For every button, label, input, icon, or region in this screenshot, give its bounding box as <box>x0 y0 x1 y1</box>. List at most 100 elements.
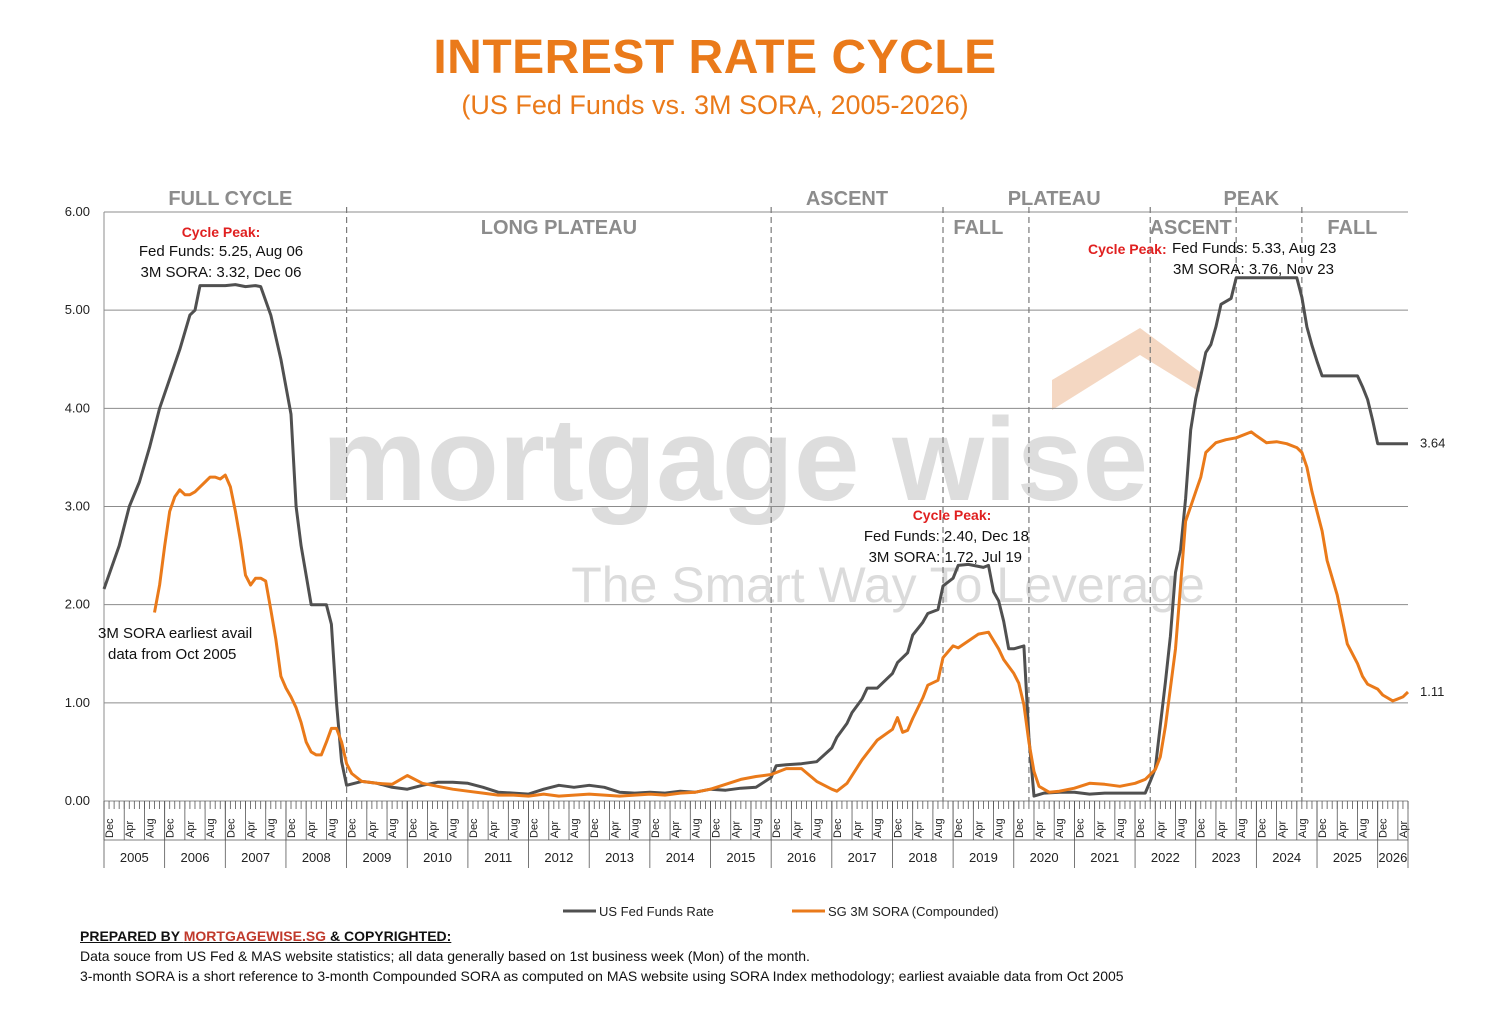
phase-label: PLATEAU <box>1008 188 1101 210</box>
x-month-label: Apr <box>427 821 439 838</box>
fed-funds-line <box>102 276 1408 798</box>
x-month-label: Dec <box>286 818 298 838</box>
footer-site-link[interactable]: MORTGAGEWISE.SG <box>183 928 327 944</box>
x-month-label: Aug <box>1054 818 1066 838</box>
y-tick-label: 2.00 <box>65 597 90 612</box>
fed-end-label: 3.64 <box>1420 436 1445 451</box>
x-month-label: Apr <box>791 821 803 838</box>
x-year-label: 2021 <box>1090 850 1119 865</box>
x-month-label: Apr <box>488 821 500 838</box>
x-month-label: Dec <box>953 818 965 838</box>
x-year-label: 2023 <box>1212 850 1241 865</box>
watermark-roof-icon <box>1052 328 1200 410</box>
cycle-peak-heading: Cycle Peak: <box>182 224 261 240</box>
x-year-label: 2009 <box>362 850 391 865</box>
x-year-label: 2005 <box>120 850 149 865</box>
sora-end-label: 1.11 <box>1420 684 1444 699</box>
cycle-peak-heading: Cycle Peak: <box>1088 241 1167 257</box>
x-month-label: Dec <box>711 818 723 838</box>
x-month-label: Apr <box>1095 821 1107 838</box>
y-tick-label: 5.00 <box>65 302 90 317</box>
cycle-peak-sora: 3M SORA: 1.72, Jul 19 <box>869 549 1022 566</box>
x-month-label: Dec <box>1196 818 1208 838</box>
x-year-label: 2007 <box>241 850 270 865</box>
phase-label: PEAK <box>1224 188 1280 210</box>
x-month-label: Aug <box>387 818 399 838</box>
x-month-label: Apr <box>1216 821 1228 838</box>
legend-sora-label: SG 3M SORA (Compounded) <box>828 904 999 919</box>
x-month-label: Dec <box>225 818 237 838</box>
cycle-peak-fed: Fed Funds: 2.40, Dec 18 <box>864 528 1029 545</box>
x-month-label: Dec <box>650 818 662 838</box>
y-tick-label: 4.00 <box>65 400 90 415</box>
x-month-label: Aug <box>448 818 460 838</box>
x-month-label: Apr <box>609 821 621 838</box>
x-year-label: 2016 <box>787 850 816 865</box>
cycle-peak-sora: 3M SORA: 3.76, Nov 23 <box>1173 261 1334 278</box>
x-month-label: Aug <box>690 818 702 838</box>
x-month-label: Aug <box>266 818 278 838</box>
y-tick-label: 1.00 <box>65 695 90 710</box>
x-month-label: Aug <box>144 818 156 838</box>
sora-note-line1: 3M SORA earliest avail <box>98 625 252 642</box>
x-month-label: Aug <box>205 818 217 838</box>
x-month-label: Apr <box>367 821 379 838</box>
x-month-label: Dec <box>468 818 480 838</box>
x-month-label: Aug <box>569 818 581 838</box>
x-month-label: Dec <box>1317 818 1329 838</box>
footer-prepared-prefix: PREPARED BY <box>80 928 184 944</box>
x-month-label: Dec <box>1135 818 1147 838</box>
x-year-label: 2024 <box>1272 850 1301 865</box>
x-year-label: 2006 <box>181 850 210 865</box>
y-tick-label: 3.00 <box>65 499 90 514</box>
footer-prepared-by: PREPARED BY MORTGAGEWISE.SG & COPYRIGHTE… <box>80 926 1124 946</box>
x-year-label: 2025 <box>1333 850 1362 865</box>
x-month-label: Aug <box>1176 818 1188 838</box>
x-month-label: Aug <box>994 818 1006 838</box>
x-month-label: Aug <box>812 818 824 838</box>
y-tick-label: 6.00 <box>65 204 90 219</box>
x-year-label: 2020 <box>1030 850 1059 865</box>
x-month-label: Apr <box>185 821 197 838</box>
x-year-label: 2010 <box>423 850 452 865</box>
phase-label: ASCENT <box>806 188 888 210</box>
x-month-label: Apr <box>1398 821 1410 838</box>
x-month-label: Aug <box>508 818 520 838</box>
footer-line-2: 3-month SORA is a short reference to 3-m… <box>80 968 1124 984</box>
phase-label: FALL <box>1327 217 1377 239</box>
x-month-label: Dec <box>1256 818 1268 838</box>
x-month-label: Aug <box>1297 818 1309 838</box>
phase-label: FULL CYCLE <box>168 188 292 210</box>
x-month-label: Aug <box>872 818 884 838</box>
x-month-label: Dec <box>347 818 359 838</box>
x-month-label: Dec <box>1074 818 1086 838</box>
x-month-label: Aug <box>933 818 945 838</box>
x-month-label: Apr <box>1034 821 1046 838</box>
cycle-peak-fed: Fed Funds: 5.25, Aug 06 <box>139 243 303 260</box>
sora-note-line2: data from Oct 2005 <box>108 646 236 663</box>
x-year-label: 2026 <box>1378 850 1407 865</box>
x-month-label: Apr <box>852 821 864 838</box>
legend-fed-label: US Fed Funds Rate <box>599 904 714 919</box>
footer-line-1: Data souce from US Fed & MAS website sta… <box>80 948 810 964</box>
x-month-label: Dec <box>892 818 904 838</box>
x-year-label: 2018 <box>908 850 937 865</box>
x-month-label: Apr <box>1337 821 1349 838</box>
phase-label: ASCENT <box>1150 217 1232 239</box>
x-month-label: Dec <box>165 818 177 838</box>
x-year-label: 2011 <box>484 850 512 865</box>
chart-title: INTEREST RATE CYCLE <box>433 31 997 84</box>
cycle-peak-fed: Fed Funds: 5.33, Aug 23 <box>1172 240 1336 257</box>
x-month-label: Dec <box>529 818 541 838</box>
x-month-label: Dec <box>407 818 419 838</box>
x-month-label: Apr <box>1277 821 1289 838</box>
x-month-label: Dec <box>104 818 116 838</box>
x-month-label: Apr <box>1155 821 1167 838</box>
x-month-label: Aug <box>751 818 763 838</box>
x-year-label: 2022 <box>1151 850 1180 865</box>
x-year-label: 2014 <box>666 850 695 865</box>
chart-subtitle: (US Fed Funds vs. 3M SORA, 2005-2026) <box>461 90 969 120</box>
x-month-label: Aug <box>1236 818 1248 838</box>
watermark-brand: mortgage wise <box>322 394 1148 526</box>
